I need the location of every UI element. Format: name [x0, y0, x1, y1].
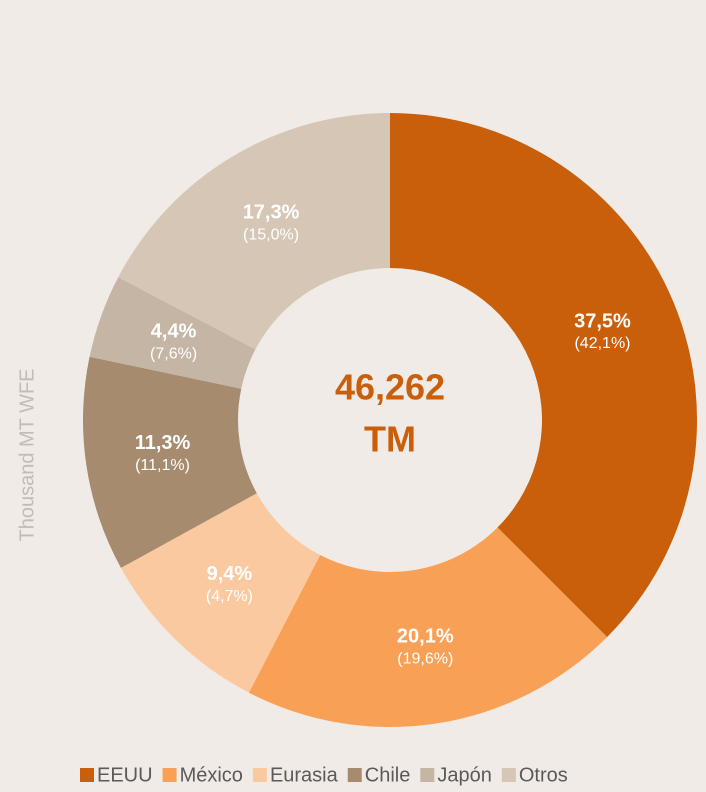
axis-label: Thousand MT WFE	[16, 368, 38, 541]
prior-label: (11,1%)	[135, 457, 190, 474]
legend-label: Eurasia	[270, 764, 339, 786]
value-label: 37,5%	[574, 310, 631, 332]
prior-label: (7,6%)	[150, 345, 197, 362]
prior-label: (15,0%)	[243, 226, 299, 243]
legend-label: Otros	[519, 764, 568, 786]
legend-label: México	[180, 764, 243, 786]
prior-label: (4,7%)	[206, 588, 253, 605]
slice	[89, 277, 256, 389]
legend-label: Japón	[437, 764, 492, 786]
legend-swatch	[252, 768, 267, 782]
slice	[118, 113, 391, 350]
center-label: 46,262	[335, 367, 445, 408]
legend-swatch	[347, 768, 362, 782]
legend-swatch	[501, 768, 516, 782]
prior-label: (19,6%)	[397, 650, 453, 667]
prior-label: (42,1%)	[574, 335, 630, 352]
value-label: 9,4%	[207, 563, 253, 585]
value-label: 20,1%	[397, 626, 454, 648]
legend-swatch	[162, 768, 177, 782]
value-label: 11,3%	[135, 432, 191, 454]
slice	[390, 113, 697, 638]
slice	[83, 356, 257, 568]
center-label: TM	[364, 419, 416, 460]
value-label: 4,4%	[151, 320, 197, 342]
slice	[120, 493, 321, 693]
value-label: 17,3%	[243, 201, 300, 223]
slice	[248, 527, 608, 727]
legend-label: Chile	[365, 764, 411, 786]
legend-label: EEUU	[97, 764, 153, 786]
legend-swatch	[80, 768, 94, 782]
legend-swatch	[420, 768, 435, 782]
